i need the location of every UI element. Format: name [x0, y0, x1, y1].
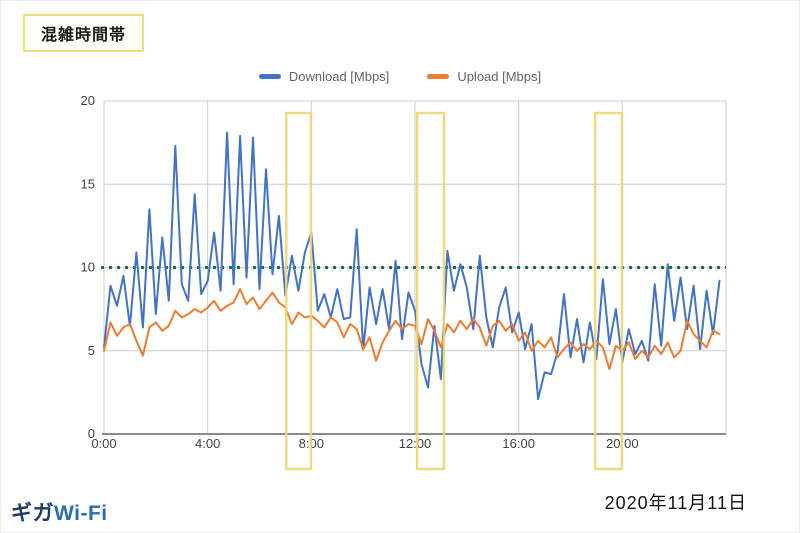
x-tick-label: 4:00 [195, 436, 220, 451]
title-badge-label: 混雑時間帯 [41, 27, 127, 44]
legend-label-download: Download [Mbps] [288, 69, 390, 84]
congestion-highlight-box [415, 111, 446, 471]
y-tick-label: 10 [81, 260, 95, 275]
y-tick-label: 5 [88, 343, 95, 358]
download-line [103, 131, 721, 400]
x-tick-label: 0:00 [91, 436, 116, 451]
x-tick-label: 12:00 [399, 436, 432, 451]
legend-item-download: Download [Mbps] [258, 69, 390, 84]
measurement-date: 2020年11月11日 [604, 493, 747, 513]
legend-label-upload: Upload [Mbps] [457, 69, 542, 84]
upload-line [103, 288, 721, 371]
brand-logo-giga: ギガ [11, 502, 54, 525]
congestion-highlight-box [593, 111, 624, 471]
chart-legend: Download [Mbps] Upload [Mbps] [1, 69, 799, 84]
congestion-highlight-box [285, 111, 313, 471]
y-tick-label: 20 [81, 96, 95, 108]
y-tick-label: 0 [88, 426, 95, 441]
title-badge: 混雑時間帯 [23, 14, 145, 52]
y-tick-label: 15 [81, 176, 95, 191]
brand-logo-wifi: Wi-Fi [54, 502, 108, 525]
upload-swatch-icon [427, 74, 450, 79]
legend-item-upload: Upload [Mbps] [427, 69, 541, 84]
speed-chart: 0 5 10 15 20 0:00 4:00 8:00 12:00 16:00 20:00 [1, 93, 800, 481]
brand-logo: ギガWi-Fi [11, 497, 108, 527]
x-tick-label: 16:00 [502, 436, 535, 451]
download-swatch-icon [258, 74, 281, 79]
